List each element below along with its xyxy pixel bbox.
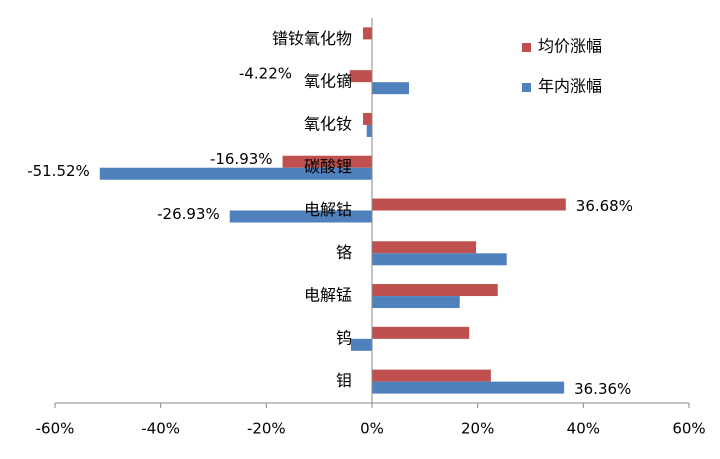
bar bbox=[363, 112, 372, 125]
bar bbox=[372, 253, 507, 266]
value-label: -4.22% bbox=[239, 65, 292, 83]
legend-swatch bbox=[522, 43, 531, 52]
bar bbox=[366, 124, 372, 137]
x-tick-label: -40% bbox=[141, 420, 180, 438]
bar bbox=[363, 27, 372, 40]
y-tick-label: 镨钕氧化物 bbox=[272, 29, 352, 48]
legend-label: 均价涨幅 bbox=[538, 37, 602, 56]
bar bbox=[372, 198, 566, 211]
bar bbox=[349, 70, 372, 83]
bar bbox=[282, 155, 372, 168]
y-tick-label: 电解锰 bbox=[304, 286, 352, 305]
bar bbox=[372, 296, 460, 309]
value-label: 36.68% bbox=[576, 197, 633, 215]
bar bbox=[229, 210, 372, 223]
bar bbox=[372, 82, 409, 95]
bar bbox=[372, 369, 491, 382]
x-tick-label: 20% bbox=[461, 420, 494, 438]
y-tick-label: 铬 bbox=[336, 243, 352, 262]
bar bbox=[372, 381, 565, 394]
y-tick-label: 碳酸锂 bbox=[304, 157, 352, 176]
bar bbox=[372, 326, 470, 339]
y-tick-label: 钨 bbox=[336, 328, 352, 347]
x-tick-label: 60% bbox=[672, 420, 705, 438]
legend-label: 年内涨幅 bbox=[538, 77, 602, 96]
y-tick-label: 钼 bbox=[336, 371, 352, 390]
x-tick-label: 0% bbox=[360, 420, 384, 438]
y-tick-label: 氧化镝 bbox=[304, 72, 352, 91]
bar bbox=[372, 241, 477, 254]
legend-swatch bbox=[522, 83, 531, 92]
value-label: -16.93% bbox=[210, 150, 273, 168]
y-tick-label: 电解钴 bbox=[304, 200, 352, 219]
y-tick-label: 氧化钕 bbox=[304, 114, 352, 133]
value-label: -51.52% bbox=[27, 162, 90, 180]
value-label: -26.93% bbox=[157, 205, 220, 223]
x-tick-label: -60% bbox=[36, 420, 75, 438]
bar bbox=[99, 167, 372, 180]
x-tick-label: -20% bbox=[247, 420, 286, 438]
bar bbox=[350, 338, 372, 351]
value-label: 36.36% bbox=[574, 380, 631, 398]
bar bbox=[372, 284, 498, 297]
x-tick-label: 40% bbox=[567, 420, 600, 438]
